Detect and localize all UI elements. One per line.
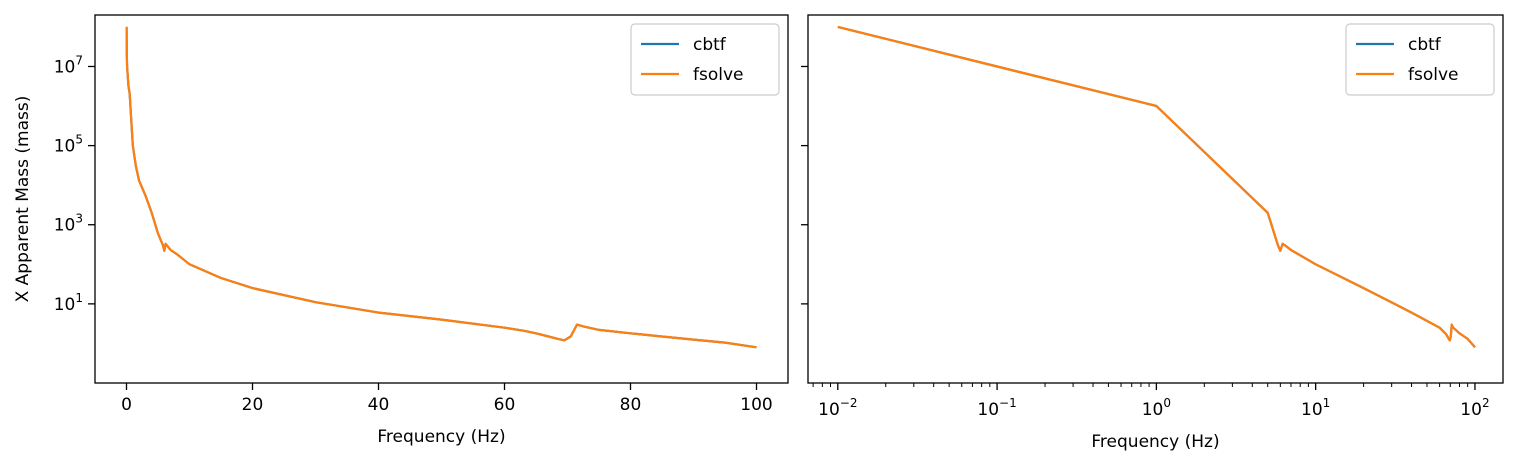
x-tick-label: 60	[494, 395, 516, 415]
y-tick-label-exponent: 3	[75, 212, 83, 226]
x-tick-label: 0	[121, 395, 132, 415]
x-tick-label: 80	[620, 395, 642, 415]
y-tick-label: 103	[54, 212, 83, 236]
y-tick-label-exponent: 7	[75, 53, 83, 67]
plot-frame	[94, 14, 789, 384]
y-axis-ticks	[801, 65, 808, 305]
x-tick-label-base: 10	[1460, 400, 1482, 420]
legend-label-fsolve: fsolve	[693, 65, 744, 85]
y-tick-label: 105	[54, 133, 83, 157]
x-tick-label: 40	[368, 395, 390, 415]
x-tick-label-exponent: −2	[840, 396, 858, 410]
x-tick-label: 10−1	[977, 396, 1016, 420]
y-tick-label-base: 10	[54, 137, 76, 157]
y-tick-label-base: 10	[54, 57, 76, 77]
series-line-fsolve	[125, 26, 757, 349]
x-tick-label: 100	[740, 395, 772, 415]
y-tick-label-exponent: 1	[75, 291, 83, 305]
y-tick-label-base: 10	[54, 216, 76, 236]
x-tick-label: 101	[1301, 396, 1330, 420]
x-tick-label: 102	[1460, 396, 1489, 420]
x-tick-label-exponent: 1	[1323, 396, 1331, 410]
legend: cbtf fsolve	[1345, 23, 1495, 96]
x-tick-label: 100	[1142, 396, 1171, 420]
series-line-fsolve	[837, 25, 1476, 349]
y-axis-label: X Apparent Mass (mass)	[13, 96, 33, 303]
legend: cbtf fsolve	[630, 23, 780, 96]
x-tick-label: 20	[242, 395, 264, 415]
y-tick-label: 101	[54, 291, 83, 315]
x-tick-label-base: 10	[818, 400, 840, 420]
x-tick-label-base: 10	[1142, 400, 1164, 420]
x-axis-label: Frequency (Hz)	[377, 427, 505, 447]
y-tick-label: 107	[54, 53, 83, 77]
x-tick-label-base: 10	[1301, 400, 1323, 420]
series-lines	[837, 25, 1476, 349]
legend-box	[630, 23, 780, 96]
x-axis-ticks: 10−2 10−1 100 101 102	[812, 383, 1490, 420]
x-tick-label-exponent: −1	[999, 396, 1017, 410]
x-tick-label-base: 10	[977, 400, 999, 420]
x-tick-label-exponent: 2	[1482, 396, 1490, 410]
series-lines	[125, 26, 757, 349]
y-tick-label-base: 10	[54, 295, 76, 315]
legend-label-fsolve: fsolve	[1408, 65, 1459, 85]
legend-box	[1345, 23, 1495, 96]
x-tick-label-exponent: 0	[1163, 396, 1171, 410]
y-tick-label-exponent: 5	[75, 133, 83, 147]
x-axis-ticks: 0 20 40 60 80 100	[121, 383, 773, 415]
x-tick-label: 10−2	[818, 396, 857, 420]
x-axis-label: Frequency (Hz)	[1091, 432, 1219, 452]
plot-frame	[807, 14, 1504, 384]
legend-label-cbtf: cbtf	[693, 35, 727, 55]
legend-label-cbtf: cbtf	[1408, 35, 1442, 55]
